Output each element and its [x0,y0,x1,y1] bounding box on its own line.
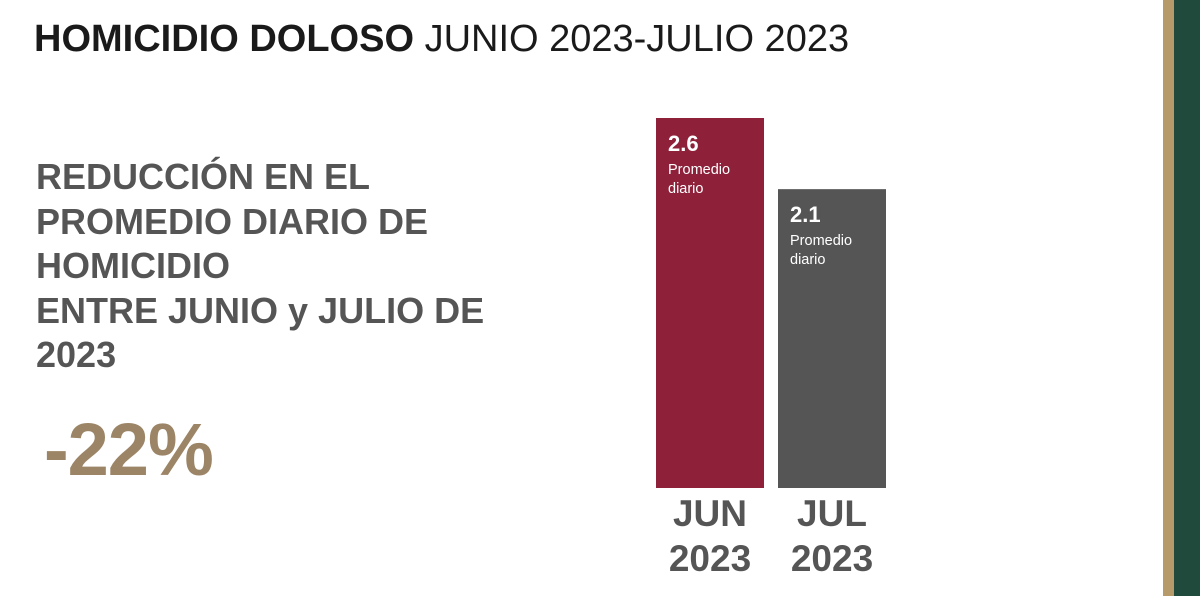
decorative-stripe-gold [1163,0,1174,596]
bar-sublabel: diario [668,181,703,197]
category-label-year: 2023 [791,538,873,579]
percent-change: -22% [44,408,214,491]
headline-line: REDUCCIÓN EN EL [36,156,371,197]
title-regular: JUNIO 2023-JULIO 2023 [424,18,850,60]
headline-line: HOMICIDIO [36,245,230,286]
title-bold: HOMICIDIO DOLOSO [34,18,414,60]
bar-sublabel: diario [790,252,825,268]
category-label-month: JUN [673,493,747,534]
bar-value-label: 2.6 [668,131,699,156]
headline: REDUCCIÓN EN EL PROMEDIO DIARIO DE HOMIC… [36,155,596,378]
category-label-year: 2023 [669,538,751,579]
page-title: HOMICIDIO DOLOSO JUNIO 2023-JULIO 2023 [34,14,849,64]
bar-value-label: 2.1 [790,202,821,227]
headline-line: 2023 [36,334,117,375]
bar-sublabel: Promedio [790,233,852,249]
bar [656,118,764,488]
headline-line: PROMEDIO DIARIO DE [36,200,429,242]
bar [778,189,886,488]
bar-sublabel: Promedio [668,162,730,178]
decorative-stripe-green [1174,0,1200,596]
headline-line: ENTRE JUNIO y JULIO DE [36,289,485,331]
category-label-month: JUL [797,493,867,534]
